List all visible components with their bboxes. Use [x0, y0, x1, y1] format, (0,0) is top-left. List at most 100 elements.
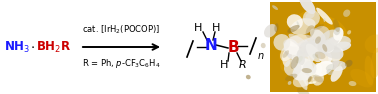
Ellipse shape	[313, 73, 324, 86]
Text: cat. [IrH$_2$(POCOP)]: cat. [IrH$_2$(POCOP)]	[82, 24, 161, 36]
Ellipse shape	[307, 42, 316, 62]
Ellipse shape	[333, 27, 344, 41]
Ellipse shape	[318, 36, 342, 52]
Ellipse shape	[321, 40, 334, 53]
Ellipse shape	[303, 61, 316, 76]
Ellipse shape	[282, 50, 291, 67]
Ellipse shape	[296, 48, 314, 65]
Ellipse shape	[274, 34, 290, 51]
Ellipse shape	[297, 88, 310, 94]
Ellipse shape	[291, 53, 308, 77]
Ellipse shape	[328, 61, 347, 71]
Ellipse shape	[305, 25, 315, 38]
Ellipse shape	[303, 59, 312, 68]
Ellipse shape	[318, 49, 332, 64]
Ellipse shape	[327, 45, 343, 61]
Ellipse shape	[264, 24, 277, 38]
Text: H: H	[194, 23, 202, 33]
Text: B: B	[227, 41, 239, 55]
Ellipse shape	[327, 69, 333, 75]
Text: BH$_2$R: BH$_2$R	[36, 39, 71, 55]
Ellipse shape	[337, 63, 342, 70]
Ellipse shape	[305, 12, 314, 19]
Ellipse shape	[331, 66, 343, 82]
Ellipse shape	[293, 63, 313, 81]
Ellipse shape	[274, 23, 279, 32]
Ellipse shape	[347, 30, 351, 34]
Ellipse shape	[315, 52, 325, 59]
Ellipse shape	[315, 39, 327, 51]
Ellipse shape	[290, 18, 316, 35]
Ellipse shape	[334, 27, 340, 35]
Ellipse shape	[287, 14, 303, 30]
Ellipse shape	[285, 74, 297, 81]
Ellipse shape	[310, 26, 330, 46]
Ellipse shape	[279, 50, 291, 65]
Text: H: H	[220, 60, 228, 70]
Ellipse shape	[293, 9, 316, 26]
Ellipse shape	[324, 36, 351, 50]
Ellipse shape	[314, 63, 322, 74]
Ellipse shape	[313, 54, 318, 59]
Text: R = Ph, $p$-CF$_3$C$_6$H$_4$: R = Ph, $p$-CF$_3$C$_6$H$_4$	[82, 58, 161, 70]
Ellipse shape	[316, 8, 333, 25]
Ellipse shape	[284, 41, 300, 55]
Text: NH$_3$: NH$_3$	[4, 39, 30, 55]
Ellipse shape	[306, 44, 321, 62]
Ellipse shape	[296, 45, 301, 56]
Ellipse shape	[333, 19, 340, 32]
Ellipse shape	[291, 43, 309, 57]
Ellipse shape	[370, 48, 378, 78]
Ellipse shape	[319, 43, 343, 59]
Ellipse shape	[280, 44, 294, 61]
Text: $n$: $n$	[257, 51, 265, 61]
Ellipse shape	[299, 41, 312, 57]
Ellipse shape	[302, 68, 312, 73]
Ellipse shape	[320, 16, 347, 39]
Ellipse shape	[288, 34, 309, 49]
Text: H: H	[212, 23, 220, 33]
Ellipse shape	[280, 53, 304, 72]
Ellipse shape	[301, 66, 312, 81]
Ellipse shape	[318, 30, 339, 53]
Ellipse shape	[291, 56, 299, 69]
Ellipse shape	[315, 36, 321, 44]
Ellipse shape	[286, 34, 313, 47]
Ellipse shape	[343, 9, 350, 17]
Ellipse shape	[324, 18, 325, 22]
Ellipse shape	[291, 54, 311, 71]
Ellipse shape	[284, 59, 301, 76]
Ellipse shape	[287, 25, 299, 33]
Ellipse shape	[308, 76, 312, 82]
Ellipse shape	[293, 71, 315, 87]
Ellipse shape	[328, 42, 340, 69]
Ellipse shape	[283, 50, 289, 58]
Ellipse shape	[327, 42, 351, 52]
Ellipse shape	[294, 58, 308, 68]
Ellipse shape	[313, 75, 323, 83]
Text: N: N	[204, 38, 217, 53]
Ellipse shape	[284, 39, 301, 60]
Ellipse shape	[303, 10, 320, 26]
Ellipse shape	[310, 28, 326, 43]
Ellipse shape	[312, 40, 332, 49]
Ellipse shape	[291, 58, 304, 70]
Ellipse shape	[261, 43, 266, 48]
Text: $\cdot$: $\cdot$	[30, 41, 35, 53]
Ellipse shape	[365, 34, 378, 53]
Ellipse shape	[272, 5, 278, 10]
Ellipse shape	[299, 0, 315, 14]
Ellipse shape	[322, 44, 327, 52]
Ellipse shape	[312, 61, 333, 77]
Bar	[270, 2, 376, 92]
Ellipse shape	[349, 81, 356, 86]
Ellipse shape	[304, 40, 310, 57]
Ellipse shape	[294, 66, 307, 90]
Ellipse shape	[297, 21, 300, 28]
Ellipse shape	[304, 40, 315, 55]
Text: R: R	[239, 60, 247, 70]
Ellipse shape	[288, 81, 291, 85]
Ellipse shape	[298, 60, 308, 86]
Ellipse shape	[350, 69, 373, 87]
Ellipse shape	[326, 64, 334, 70]
